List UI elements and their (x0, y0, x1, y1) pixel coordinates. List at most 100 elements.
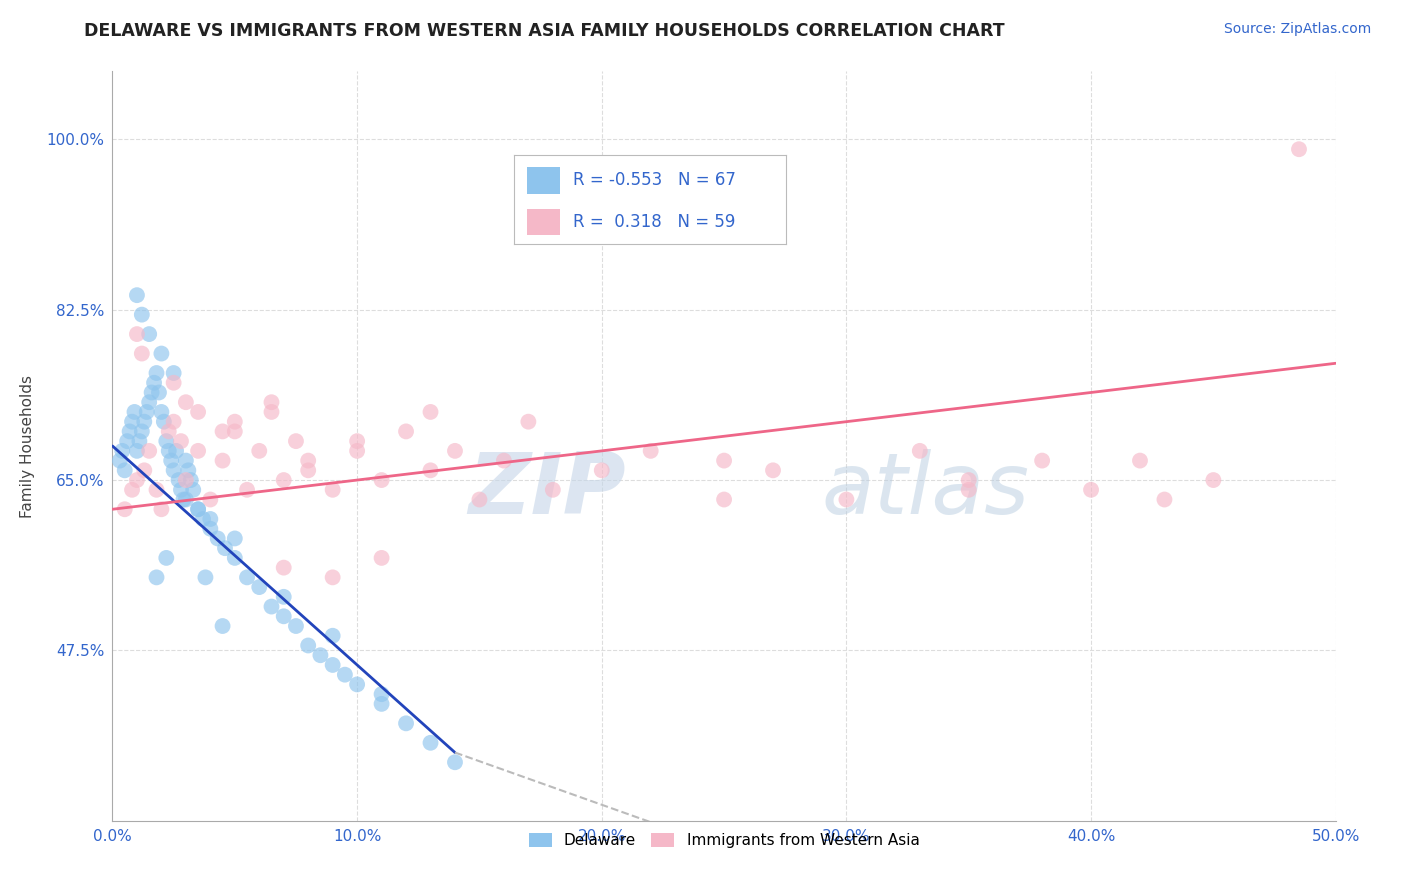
Point (163, 366, 186, 380)
Point (236, 570, 259, 584)
Point (163, 463, 186, 477)
Point (224, 415, 246, 429)
Point (155, 434, 177, 449)
Point (114, 502, 136, 516)
Point (207, 532, 229, 546)
Point (419, 463, 441, 477)
Point (134, 463, 156, 477)
FancyBboxPatch shape (527, 167, 560, 194)
Point (163, 415, 186, 429)
Point (517, 415, 540, 429)
Point (200, 512, 222, 526)
Point (346, 677, 368, 691)
Point (247, 580, 270, 594)
Point (200, 492, 222, 507)
Point (211, 453, 233, 467)
Point (125, 327, 148, 342)
Point (260, 395, 283, 409)
Point (160, 453, 183, 467)
Point (957, 473, 980, 487)
Point (134, 415, 156, 429)
Point (131, 425, 153, 439)
Text: ZIP: ZIP (468, 450, 626, 533)
Point (155, 550, 177, 565)
Point (114, 463, 136, 477)
Point (115, 434, 138, 449)
Point (181, 483, 204, 497)
Point (1080, 483, 1102, 497)
Point (157, 443, 180, 458)
Point (713, 492, 735, 507)
Point (541, 483, 564, 497)
Point (370, 550, 392, 565)
Point (468, 492, 491, 507)
Point (247, 443, 270, 458)
Point (153, 415, 176, 429)
Point (111, 443, 134, 458)
Point (138, 327, 160, 342)
Point (908, 443, 931, 458)
Point (108, 453, 131, 467)
Point (591, 463, 613, 477)
Point (170, 434, 193, 449)
Point (174, 395, 197, 409)
Point (194, 570, 217, 584)
Point (309, 648, 332, 663)
Point (284, 434, 308, 449)
Point (128, 434, 150, 449)
Point (284, 619, 308, 633)
Point (273, 609, 295, 624)
Point (236, 483, 259, 497)
Point (224, 425, 246, 439)
Point (138, 443, 160, 458)
Point (444, 443, 467, 458)
Point (125, 288, 148, 302)
Point (124, 405, 146, 419)
Point (322, 629, 344, 643)
Point (419, 736, 441, 750)
Point (346, 434, 368, 449)
Point (1202, 473, 1225, 487)
Point (121, 415, 143, 429)
FancyBboxPatch shape (527, 209, 560, 235)
Point (297, 639, 319, 653)
Point (322, 483, 344, 497)
Point (370, 473, 392, 487)
Text: Source: ZipAtlas.com: Source: ZipAtlas.com (1223, 22, 1371, 37)
Point (187, 443, 209, 458)
Y-axis label: Family Households: Family Households (20, 375, 35, 517)
Point (187, 502, 209, 516)
Point (180, 473, 202, 487)
Point (322, 657, 344, 672)
Point (187, 502, 209, 516)
Point (174, 453, 197, 467)
Point (167, 473, 190, 487)
Point (1153, 492, 1175, 507)
Point (214, 541, 236, 556)
Point (163, 376, 186, 390)
Text: R =  0.318   N = 59: R = 0.318 N = 59 (574, 213, 735, 231)
Point (322, 570, 344, 584)
Point (957, 483, 980, 497)
Point (138, 395, 160, 409)
Text: R = -0.553   N = 67: R = -0.553 N = 67 (574, 171, 737, 189)
Point (713, 453, 735, 467)
Point (172, 492, 194, 507)
Point (224, 532, 246, 546)
Point (148, 385, 170, 400)
Point (174, 492, 197, 507)
Point (135, 405, 157, 419)
Point (419, 405, 441, 419)
Point (370, 687, 392, 701)
Point (177, 463, 200, 477)
Point (370, 697, 392, 711)
Point (260, 405, 283, 419)
Point (145, 366, 167, 380)
Point (141, 385, 163, 400)
Point (333, 667, 356, 681)
Point (297, 463, 319, 477)
Point (346, 443, 368, 458)
Point (492, 453, 515, 467)
Point (395, 425, 418, 439)
Text: atlas: atlas (823, 450, 1031, 533)
